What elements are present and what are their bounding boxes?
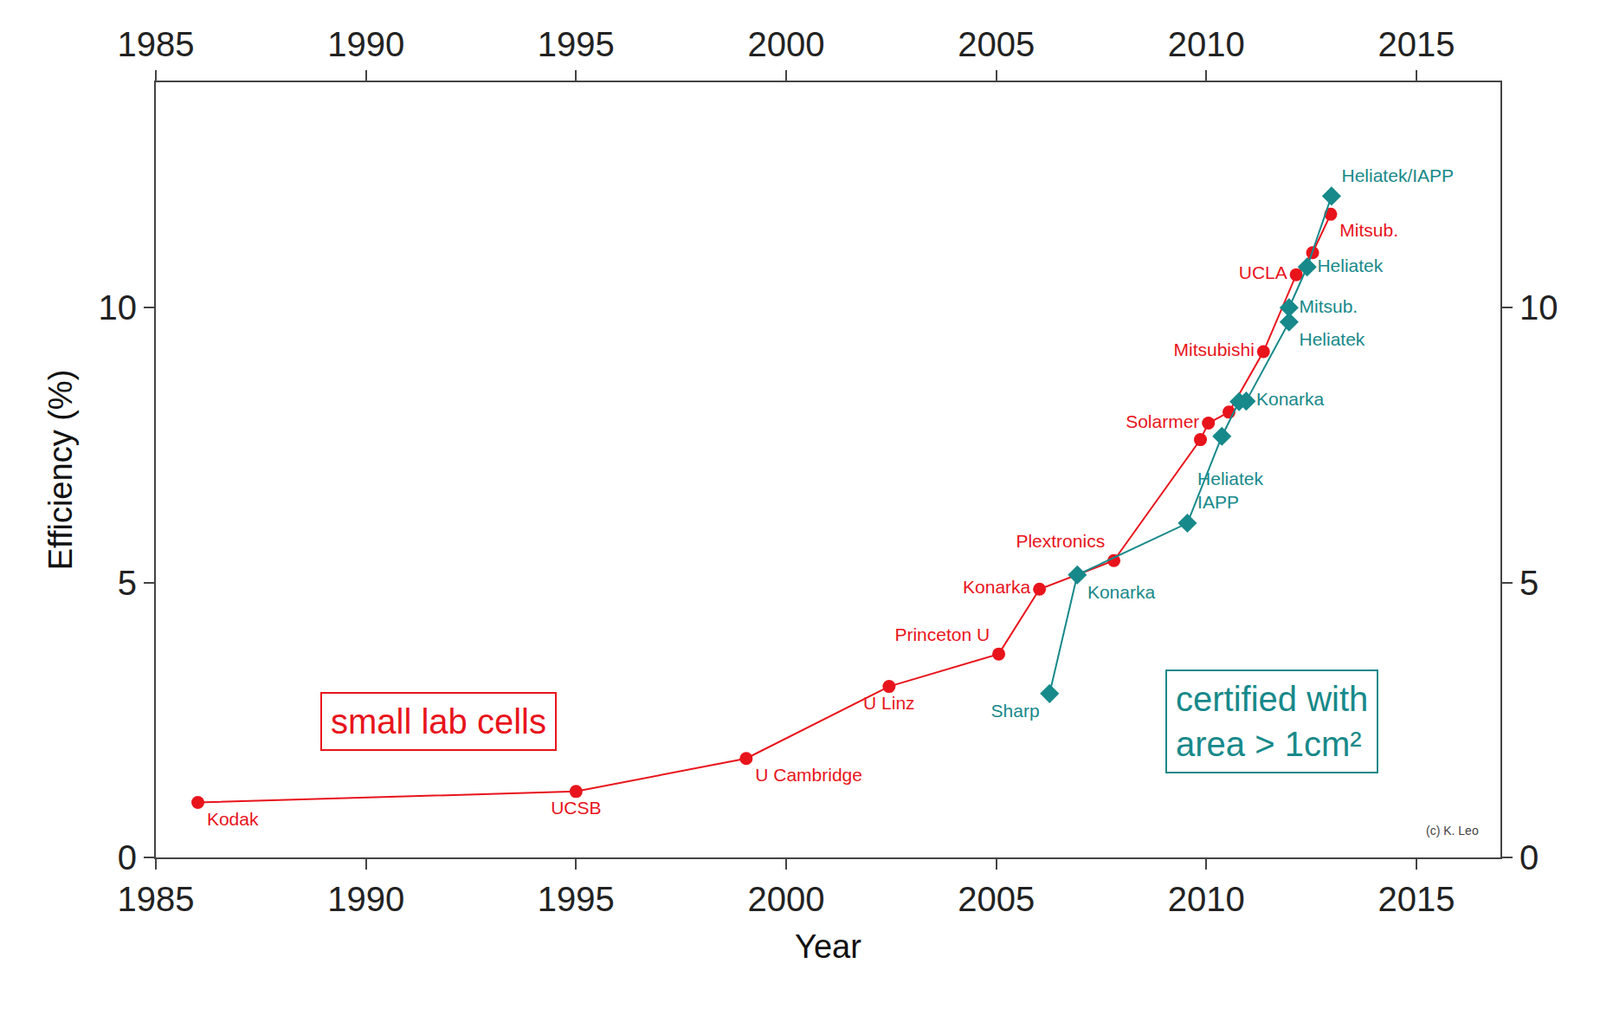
- svg-text:(c) K. Leo: (c) K. Leo: [1425, 823, 1479, 838]
- svg-text:Solarmer: Solarmer: [1125, 411, 1200, 432]
- svg-text:U Cambridge: U Cambridge: [754, 764, 863, 785]
- svg-text:Heliatek: Heliatek: [1316, 255, 1383, 276]
- svg-text:Konarka: Konarka: [962, 576, 1032, 597]
- svg-text:U Linz: U Linz: [863, 692, 916, 713]
- svg-text:2015: 2015: [1377, 879, 1455, 918]
- svg-text:small lab cells: small lab cells: [330, 702, 547, 741]
- svg-text:2015: 2015: [1377, 25, 1455, 64]
- svg-text:2010: 2010: [1167, 25, 1246, 64]
- svg-text:2005: 2005: [957, 25, 1035, 64]
- svg-text:5: 5: [1519, 563, 1539, 602]
- svg-text:Sharp: Sharp: [991, 700, 1040, 721]
- svg-text:1990: 1990: [327, 25, 405, 64]
- svg-text:Konarka: Konarka: [1256, 388, 1325, 409]
- svg-text:Efficiency (%): Efficiency (%): [42, 369, 79, 571]
- svg-text:2000: 2000: [747, 879, 825, 918]
- svg-text:Mitsub.: Mitsub.: [1339, 219, 1399, 240]
- svg-text:1995: 1995: [537, 879, 615, 918]
- svg-text:1995: 1995: [537, 25, 615, 64]
- svg-text:1985: 1985: [117, 879, 195, 918]
- svg-text:Konarka: Konarka: [1087, 581, 1156, 602]
- svg-text:1985: 1985: [117, 25, 195, 64]
- svg-text:certified witharea > 1cm²: certified witharea > 1cm²: [1175, 679, 1368, 763]
- svg-text:UCSB: UCSB: [550, 797, 601, 818]
- svg-text:2010: 2010: [1167, 879, 1246, 918]
- svg-text:Heliatek/IAPP: Heliatek/IAPP: [1341, 165, 1455, 186]
- svg-text:10: 10: [1519, 288, 1559, 327]
- svg-text:0: 0: [1519, 838, 1539, 877]
- svg-text:2005: 2005: [957, 879, 1035, 918]
- svg-text:Kodak: Kodak: [206, 808, 259, 829]
- svg-text:HeliatekIAPP: HeliatekIAPP: [1197, 468, 1264, 512]
- svg-text:Mitsub.: Mitsub.: [1299, 296, 1359, 317]
- svg-text:2000: 2000: [747, 25, 825, 64]
- svg-text:1990: 1990: [327, 879, 405, 918]
- svg-text:5: 5: [117, 563, 137, 602]
- svg-text:UCLA: UCLA: [1238, 262, 1288, 283]
- svg-text:Plextronics: Plextronics: [1015, 530, 1105, 551]
- svg-text:Year: Year: [794, 928, 862, 965]
- svg-text:0: 0: [117, 838, 137, 877]
- svg-text:Princeton U: Princeton U: [894, 624, 990, 645]
- svg-text:Heliatek: Heliatek: [1299, 329, 1366, 349]
- svg-text:Mitsubishi: Mitsubishi: [1174, 339, 1255, 360]
- svg-text:10: 10: [98, 288, 138, 327]
